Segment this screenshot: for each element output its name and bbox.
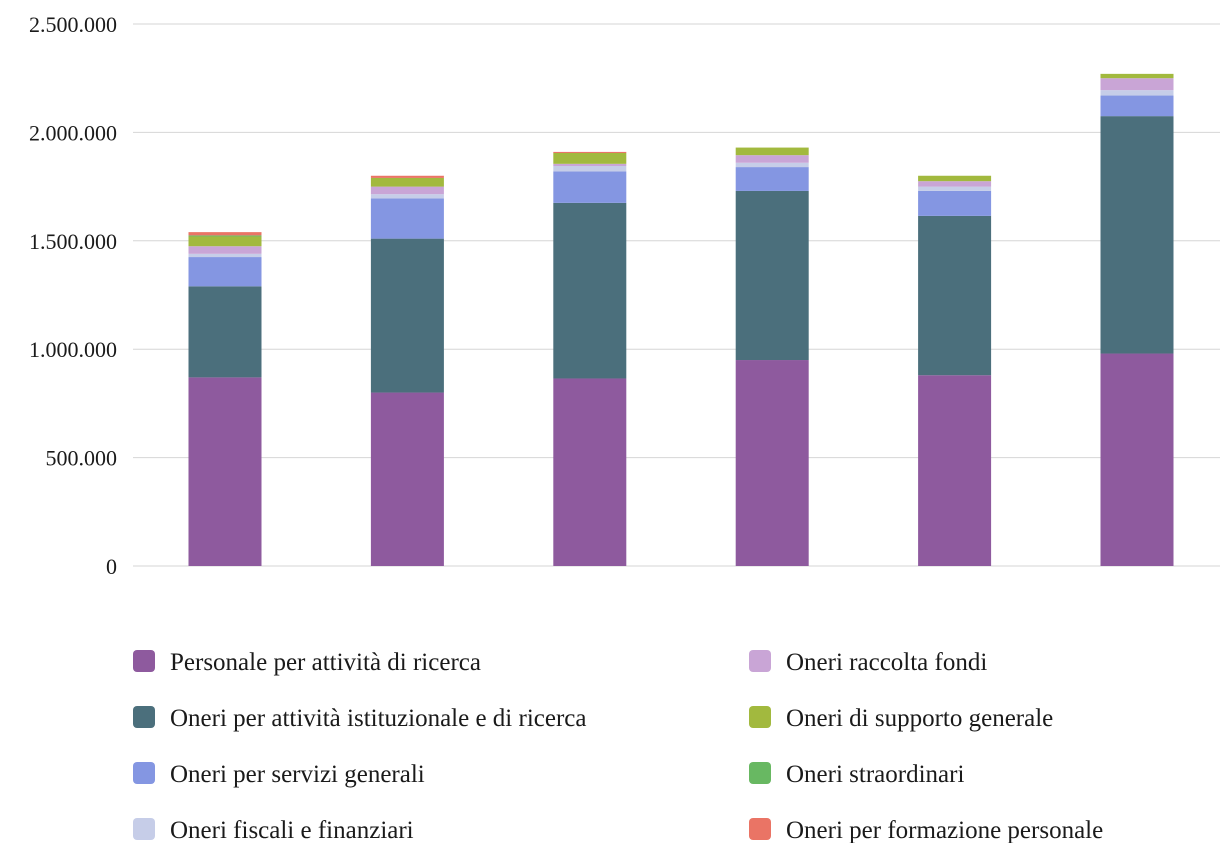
y-tick-label: 500.000 (46, 446, 118, 471)
bar-segment (370, 198, 444, 239)
bar-segment (370, 177, 444, 187)
bar-segment (188, 235, 262, 237)
bar-segment (370, 175, 444, 178)
y-tick-label: 1.500.000 (29, 229, 117, 254)
bar-segment (370, 194, 444, 199)
bar-segment (188, 286, 262, 378)
legend-item: Oneri raccolta fondi (749, 649, 987, 676)
bar-segment (370, 392, 444, 566)
bar-segment (918, 181, 992, 187)
bar-segment (553, 378, 627, 566)
legend-label: Oneri per attività istituzionale e di ri… (170, 705, 586, 732)
bar-segment (735, 190, 809, 361)
bar-segment (1100, 78, 1174, 91)
y-tick-label: 2.500.000 (29, 12, 117, 37)
y-tick-label: 2.000.000 (29, 120, 117, 145)
bar-segment (553, 166, 627, 172)
legend-label: Oneri di supporto generale (786, 705, 1053, 732)
legend-swatch (133, 762, 155, 784)
bar-segment (918, 175, 992, 182)
bar-segment (735, 360, 809, 566)
bar-segment (188, 246, 262, 254)
bar-segment (188, 257, 262, 287)
bars (188, 73, 1174, 566)
bar-stack (918, 175, 992, 566)
bar-segment (188, 236, 262, 247)
legend-item: Personale per attività di ricerca (133, 649, 481, 676)
legend-item: Oneri per servizi generali (133, 761, 425, 788)
legend-swatch (749, 706, 771, 728)
y-tick-label: 0 (106, 554, 117, 579)
bar-segment (188, 232, 262, 236)
bar-segment (1100, 116, 1174, 354)
bar-segment (188, 253, 262, 258)
y-tick-label: 1.000.000 (29, 337, 117, 362)
bar-segment (188, 377, 262, 566)
legend-item: Oneri per attività istituzionale e di ri… (133, 705, 586, 732)
bar-segment (553, 152, 627, 164)
bar-segment (370, 186, 444, 195)
legend-item: Oneri fiscali e finanziari (133, 817, 414, 843)
legend-item: Oneri per formazione personale (749, 817, 1103, 843)
bar-segment (918, 375, 992, 566)
legend-label: Oneri straordinari (786, 761, 964, 788)
bar-segment (1100, 95, 1174, 117)
bar-segment (553, 151, 627, 153)
bar-segment (553, 202, 627, 379)
legend-label: Oneri per formazione personale (786, 817, 1103, 843)
legend-item: Oneri straordinari (749, 761, 964, 788)
y-axis-tick-labels: 0 500.000 1.000.000 1.500.000 2.000.000 2.500… (29, 12, 117, 579)
bar-segment (1100, 73, 1174, 79)
bar-segment (918, 186, 992, 191)
legend-label: Oneri fiscali e finanziari (170, 817, 414, 843)
bar-segment (553, 171, 627, 203)
bar-segment (1100, 353, 1174, 566)
bar-stack (1100, 73, 1174, 566)
legend-label: Oneri per servizi generali (170, 761, 425, 788)
bar-stack (188, 232, 262, 566)
legend: Personale per attività di ricerca Oneri p… (133, 649, 1103, 843)
bar-segment (918, 215, 992, 376)
bar-segment (553, 163, 627, 167)
legend-label: Personale per attività di ricerca (170, 649, 481, 676)
bar-segment (735, 155, 809, 163)
bar-segment (735, 167, 809, 191)
bar-stack (553, 151, 627, 566)
bar-segment (370, 238, 444, 393)
bar-segment (735, 147, 809, 156)
legend-swatch (133, 706, 155, 728)
bar-segment (735, 162, 809, 168)
legend-swatch (749, 762, 771, 784)
legend-swatch (749, 650, 771, 672)
legend-item: Oneri di supporto generale (749, 705, 1053, 732)
legend-swatch (133, 818, 155, 840)
bar-segment (918, 190, 992, 216)
grid-lines (133, 23, 1220, 567)
legend-swatch (133, 650, 155, 672)
legend-label: Oneri raccolta fondi (786, 649, 987, 676)
bar-stack (370, 175, 444, 566)
bar-segment (1100, 90, 1174, 96)
bar-stack (735, 147, 809, 566)
legend-swatch (749, 818, 771, 840)
